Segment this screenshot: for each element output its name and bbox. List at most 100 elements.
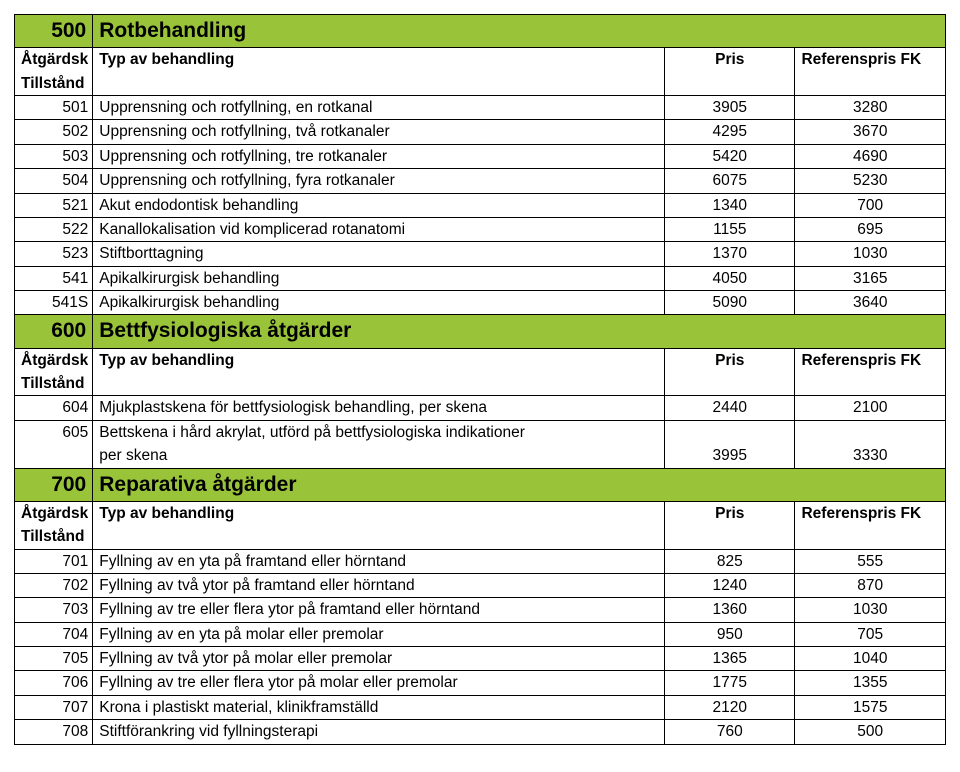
- row-pris: 4295: [665, 120, 795, 144]
- section-title: Reparativa åtgärder: [93, 468, 946, 501]
- row-desc: Stiftborttagning: [93, 242, 665, 266]
- row-ref: 1030: [795, 242, 946, 266]
- row-ref: 1040: [795, 647, 946, 671]
- row-desc: Fyllning av två ytor på molar eller prem…: [93, 647, 665, 671]
- row-ref: 705: [795, 622, 946, 646]
- col-header-empty: [665, 72, 795, 96]
- col-header-empty: [665, 525, 795, 549]
- row-desc: Upprensning och rotfyllning, två rotkana…: [93, 120, 665, 144]
- row-pris: 1340: [665, 193, 795, 217]
- col-header-ref: Referenspris FK: [795, 348, 946, 372]
- row-desc: Upprensning och rotfyllning, en rotkanal: [93, 96, 665, 120]
- col-header-code-top: Åtgärdsk: [15, 48, 93, 72]
- row-ref: 3165: [795, 266, 946, 290]
- row-pris: 5090: [665, 291, 795, 315]
- row-code: 523: [15, 242, 93, 266]
- row-pris: 825: [665, 549, 795, 573]
- row-code: 541S: [15, 291, 93, 315]
- col-header-pris: Pris: [665, 48, 795, 72]
- row-code: 604: [15, 396, 93, 420]
- row-ref: 4690: [795, 144, 946, 168]
- col-header-empty: [665, 372, 795, 396]
- col-header-empty: [795, 525, 946, 549]
- col-header-empty: [93, 72, 665, 96]
- row-code-empty: [15, 444, 93, 468]
- col-header-empty: [795, 72, 946, 96]
- row-desc: Upprensning och rotfyllning, tre rotkana…: [93, 144, 665, 168]
- row-ref: 500: [795, 720, 946, 744]
- row-desc: Bettskena i hård akrylat, utförd på bett…: [93, 420, 665, 444]
- row-pris: 1155: [665, 217, 795, 241]
- row-desc: Fyllning av tre eller flera ytor på mola…: [93, 671, 665, 695]
- row-code: 701: [15, 549, 93, 573]
- row-desc: Apikalkirurgisk behandling: [93, 291, 665, 315]
- row-pris: 1240: [665, 573, 795, 597]
- col-header-empty: [93, 525, 665, 549]
- row-pris: 1775: [665, 671, 795, 695]
- row-desc: Krona i plastiskt material, klinikframst…: [93, 695, 665, 719]
- row-pris: 2120: [665, 695, 795, 719]
- row-ref: 870: [795, 573, 946, 597]
- row-code: 501: [15, 96, 93, 120]
- col-header-code-bot: Tillstånd: [15, 372, 93, 396]
- row-desc: Upprensning och rotfyllning, fyra rotkan…: [93, 169, 665, 193]
- col-header-ref: Referenspris FK: [795, 48, 946, 72]
- section-code: 500: [15, 15, 93, 48]
- col-header-code-top: Åtgärdsk: [15, 501, 93, 525]
- row-pris: 2440: [665, 396, 795, 420]
- row-ref: 3670: [795, 120, 946, 144]
- row-code: 605: [15, 420, 93, 444]
- row-ref: 555: [795, 549, 946, 573]
- row-ref: 1575: [795, 695, 946, 719]
- section-code: 600: [15, 315, 93, 348]
- row-code: 521: [15, 193, 93, 217]
- col-header-desc: Typ av behandling: [93, 501, 665, 525]
- row-pris: 6075: [665, 169, 795, 193]
- row-desc-cont: per skena: [93, 444, 665, 468]
- col-header-desc: Typ av behandling: [93, 348, 665, 372]
- row-pris: 1365: [665, 647, 795, 671]
- col-header-ref: Referenspris FK: [795, 501, 946, 525]
- row-ref: [795, 420, 946, 444]
- row-ref: 3330: [795, 444, 946, 468]
- row-code: 503: [15, 144, 93, 168]
- row-desc: Fyllning av tre eller flera ytor på fram…: [93, 598, 665, 622]
- col-header-code-bot: Tillstånd: [15, 525, 93, 549]
- row-code: 703: [15, 598, 93, 622]
- row-ref: 5230: [795, 169, 946, 193]
- section-title: Rotbehandling: [93, 15, 946, 48]
- col-header-pris: Pris: [665, 348, 795, 372]
- row-desc: Fyllning av två ytor på framtand eller h…: [93, 573, 665, 597]
- row-pris: 950: [665, 622, 795, 646]
- row-desc: Mjukplastskena för bettfysiologisk behan…: [93, 396, 665, 420]
- row-code: 522: [15, 217, 93, 241]
- row-desc: Apikalkirurgisk behandling: [93, 266, 665, 290]
- row-ref: 695: [795, 217, 946, 241]
- row-ref: 3280: [795, 96, 946, 120]
- row-ref: 3640: [795, 291, 946, 315]
- col-header-empty: [93, 372, 665, 396]
- row-code: 541: [15, 266, 93, 290]
- row-pris: [665, 420, 795, 444]
- row-code: 708: [15, 720, 93, 744]
- row-pris: 1360: [665, 598, 795, 622]
- row-code: 704: [15, 622, 93, 646]
- row-pris: 760: [665, 720, 795, 744]
- section-title: Bettfysiologiska åtgärder: [93, 315, 946, 348]
- row-desc: Stiftförankring vid fyllningsterapi: [93, 720, 665, 744]
- row-ref: 2100: [795, 396, 946, 420]
- row-ref: 700: [795, 193, 946, 217]
- row-desc: Fyllning av en yta på molar eller premol…: [93, 622, 665, 646]
- row-ref: 1030: [795, 598, 946, 622]
- row-pris: 4050: [665, 266, 795, 290]
- row-desc: Akut endodontisk behandling: [93, 193, 665, 217]
- col-header-desc: Typ av behandling: [93, 48, 665, 72]
- row-code: 504: [15, 169, 93, 193]
- col-header-pris: Pris: [665, 501, 795, 525]
- row-desc: Fyllning av en yta på framtand eller hör…: [93, 549, 665, 573]
- section-code: 700: [15, 468, 93, 501]
- row-pris: 3905: [665, 96, 795, 120]
- row-pris: 1370: [665, 242, 795, 266]
- col-header-code-top: Åtgärdsk: [15, 348, 93, 372]
- row-pris: 3995: [665, 444, 795, 468]
